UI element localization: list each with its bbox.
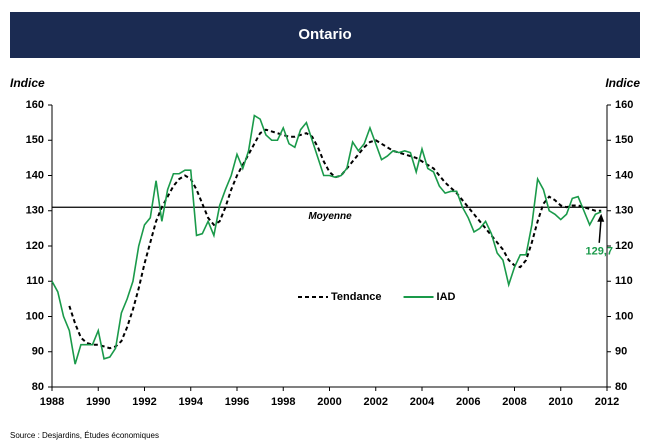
x-tick-label: 2004 xyxy=(410,396,435,408)
legend-label: IAD xyxy=(437,291,456,303)
x-tick-label: 2006 xyxy=(456,396,480,408)
y2-tick-label: 110 xyxy=(615,275,633,287)
y2-tick-label: 90 xyxy=(615,346,627,358)
series-line xyxy=(51,114,602,365)
y-axis-label: Indice xyxy=(10,76,45,90)
x-tick-label: 1992 xyxy=(132,396,156,408)
y-tick-label: 160 xyxy=(26,99,44,111)
y-tick-label: 100 xyxy=(26,310,44,322)
x-tick-label: 1994 xyxy=(179,396,204,408)
y2-tick-label: 140 xyxy=(615,169,633,181)
x-tick-label: 2008 xyxy=(502,396,526,408)
x-tick-label: 1996 xyxy=(225,396,249,408)
x-tick-label: 2012 xyxy=(595,396,619,408)
y-tick-label: 90 xyxy=(32,346,44,358)
annotation-arrowhead xyxy=(597,213,605,222)
series-line xyxy=(68,128,602,350)
y2-tick-label: 130 xyxy=(615,205,633,217)
x-tick-label: 2000 xyxy=(317,396,341,408)
annotation-label: 129,7 xyxy=(585,246,613,258)
y2-tick-label: 150 xyxy=(615,134,633,146)
x-tick-label: 1988 xyxy=(40,396,64,408)
y-tick-label: 110 xyxy=(26,275,44,287)
x-tick-label: 2010 xyxy=(549,396,573,408)
x-tick-label: 2002 xyxy=(364,396,388,408)
x-tick-label: 1998 xyxy=(271,396,295,408)
average-label: Moyenne xyxy=(308,211,352,222)
y2-tick-label: 100 xyxy=(615,310,633,322)
y2-tick-label: 120 xyxy=(615,240,633,252)
y-tick-label: 150 xyxy=(26,134,44,146)
y2-tick-label: 80 xyxy=(615,381,627,393)
y-tick-label: 120 xyxy=(26,240,44,252)
y2-axis-label: Indice xyxy=(605,76,640,90)
y-tick-label: 130 xyxy=(26,205,44,217)
title-banner xyxy=(10,12,640,58)
y-tick-label: 140 xyxy=(26,169,44,181)
source-note: Source : Desjardins, Études économiques xyxy=(10,431,159,440)
legend-label: Tendance xyxy=(331,291,382,303)
chart-title: Ontario xyxy=(298,26,351,43)
y-tick-label: 80 xyxy=(32,381,44,393)
y2-tick-label: 160 xyxy=(615,99,633,111)
x-tick-label: 1990 xyxy=(86,396,110,408)
